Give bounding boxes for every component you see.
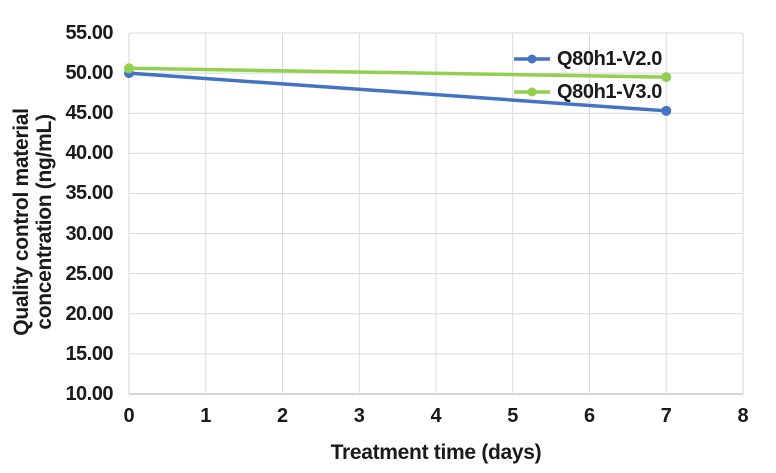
x-tick-label: 6	[583, 405, 596, 427]
legend-item-q80h1-v3: Q80h1-V3.0	[512, 81, 662, 103]
y-tick-label: 55.00	[65, 22, 113, 44]
legend: Q80h1-V2.0 Q80h1-V3.0	[512, 48, 662, 114]
y-tick-label: 45.00	[65, 102, 113, 125]
legend-line-marker-v3-icon	[514, 87, 550, 97]
y-tick-label: 10.00	[65, 383, 113, 405]
y-tick-label: 30.00	[65, 222, 113, 245]
x-tick-label: 4	[430, 405, 442, 427]
x-tick-label: 3	[353, 405, 365, 427]
series-marker-0	[661, 105, 672, 116]
y-tick-label: 25.00	[65, 262, 113, 285]
series-marker-1	[661, 72, 672, 83]
series-line-1	[127, 66, 668, 79]
plot-area	[124, 32, 744, 395]
legend-label-v3: Q80h1-V3.0	[557, 81, 662, 103]
legend-item-q80h1-v2: Q80h1-V2.0	[512, 48, 662, 70]
x-tick-label: 2	[276, 405, 289, 427]
x-tick-label: 8	[737, 405, 749, 427]
x-tick-label: 0	[123, 405, 135, 427]
x-tick-label: 5	[507, 405, 519, 427]
y-tick-label: 15.00	[65, 342, 113, 365]
y-tick-label: 35.00	[65, 182, 113, 205]
y-tick-label: 50.00	[65, 62, 113, 85]
legend-label-v2: Q80h1-V2.0	[557, 48, 662, 70]
legend-line-marker-v2-icon	[514, 54, 550, 64]
x-tick-label: 7	[660, 405, 672, 427]
series-line-0	[127, 71, 668, 113]
y-tick-label: 20.00	[65, 302, 113, 325]
series-marker-1	[124, 63, 134, 74]
y-tick-label: 40.00	[65, 142, 113, 165]
x-tick-label: 1	[200, 405, 212, 427]
x-axis-title: Treatment time (days)	[330, 441, 542, 464]
